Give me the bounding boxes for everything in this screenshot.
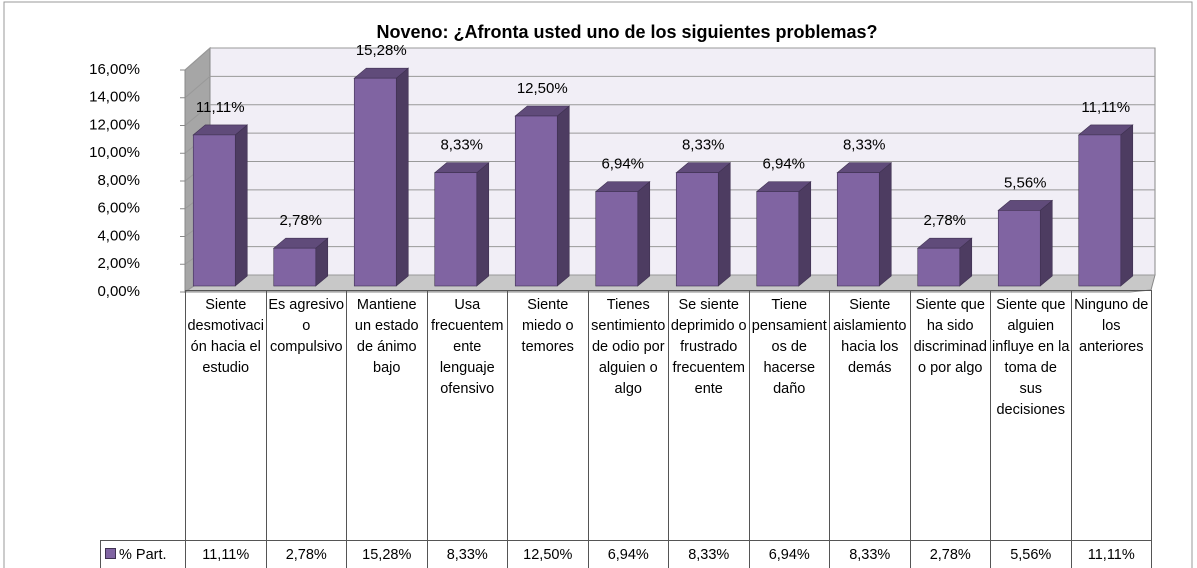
data-label: 2,78% [279,212,322,229]
bar-side [1039,199,1053,287]
data-label: 12,50% [517,80,568,97]
grid-line [184,75,211,99]
bar-side [637,180,651,287]
y-tick-label: 8,00% [97,172,140,189]
bar-side [717,162,731,287]
grid-line [184,47,211,71]
bar-side [556,105,570,287]
data-label: 15,28% [356,42,407,59]
value-cell: 2,78% [265,540,347,568]
bar [353,77,397,287]
y-tick-label: 2,00% [97,255,140,272]
value-cell: 12,50% [507,540,589,568]
data-label: 6,94% [601,156,644,173]
y-tick-label: 14,00% [89,89,140,106]
bar [434,172,478,287]
bar [192,134,236,287]
value-cell: 6,94% [587,540,669,568]
bar [836,172,880,287]
value-cell: 8,33% [668,540,750,568]
bar [273,247,317,287]
category-cell: Siente desmotivación hacia el estudio [185,290,267,541]
bar [514,115,558,287]
bar-side [878,162,892,287]
data-label: 11,11% [196,99,245,116]
y-tick-label: 4,00% [97,227,140,244]
bar-side [1120,124,1134,287]
y-tick-label: 10,00% [89,144,140,161]
category-cell: Usa frecuentemente lenguaje ofensivo [426,290,508,541]
bar-side [476,162,490,287]
data-label: 5,56% [1004,174,1047,191]
bar [997,210,1041,287]
legend-key [105,548,116,559]
category-cell: Siente aislamiento hacia los demás [829,290,911,541]
y-tick-label: 12,00% [89,116,140,133]
data-label: 11,11% [1081,99,1130,116]
category-cell: Siente que ha sido discriminado por algo [909,290,991,541]
category-cell: Ninguno de los anteriores [1070,290,1152,541]
bar [1078,134,1122,287]
data-label: 8,33% [843,137,886,154]
bar-side [798,180,812,287]
value-cell: 15,28% [346,540,428,568]
bar [917,247,961,287]
grid-line [184,104,211,126]
value-cell: 6,94% [748,540,830,568]
category-cell: Siente miedo o temores [507,290,589,541]
legend-cell: % Part. [100,540,186,568]
bar-side [395,67,409,287]
bar [756,191,800,287]
data-label: 2,78% [923,212,966,229]
data-label: 8,33% [682,137,725,154]
value-cell: 11,11% [185,540,267,568]
bar [595,191,639,287]
category-cell: Se siente deprimido o frustrado frecuent… [668,290,750,541]
value-cell: 2,78% [909,540,991,568]
value-cell: 8,33% [829,540,911,568]
value-cell: 8,33% [426,540,508,568]
category-cell: Siente que alguien influye en la toma de… [990,290,1072,541]
legend-label: % Part. [119,547,167,563]
category-cell: Mantiene un estado de ánimo bajo [346,290,428,541]
category-cell: Es agresivo o compulsivo [265,290,347,541]
data-label: 8,33% [440,137,483,154]
chart-border [3,1,1193,568]
value-cell: 11,11% [1070,540,1152,568]
value-cell: 5,56% [990,540,1072,568]
category-cell: Tienes sentimiento de odio por alguien o… [587,290,669,541]
data-label: 6,94% [762,156,805,173]
y-tick-label: 0,00% [97,283,140,300]
bar [675,172,719,287]
bar-side [234,124,248,287]
category-cell: Tiene pensamientos de hacerse daño [748,290,830,541]
chart-title: Noveno: ¿Afronta usted uno de los siguie… [376,22,877,42]
y-tick-label: 16,00% [89,61,140,78]
y-tick-label: 6,00% [97,200,140,217]
